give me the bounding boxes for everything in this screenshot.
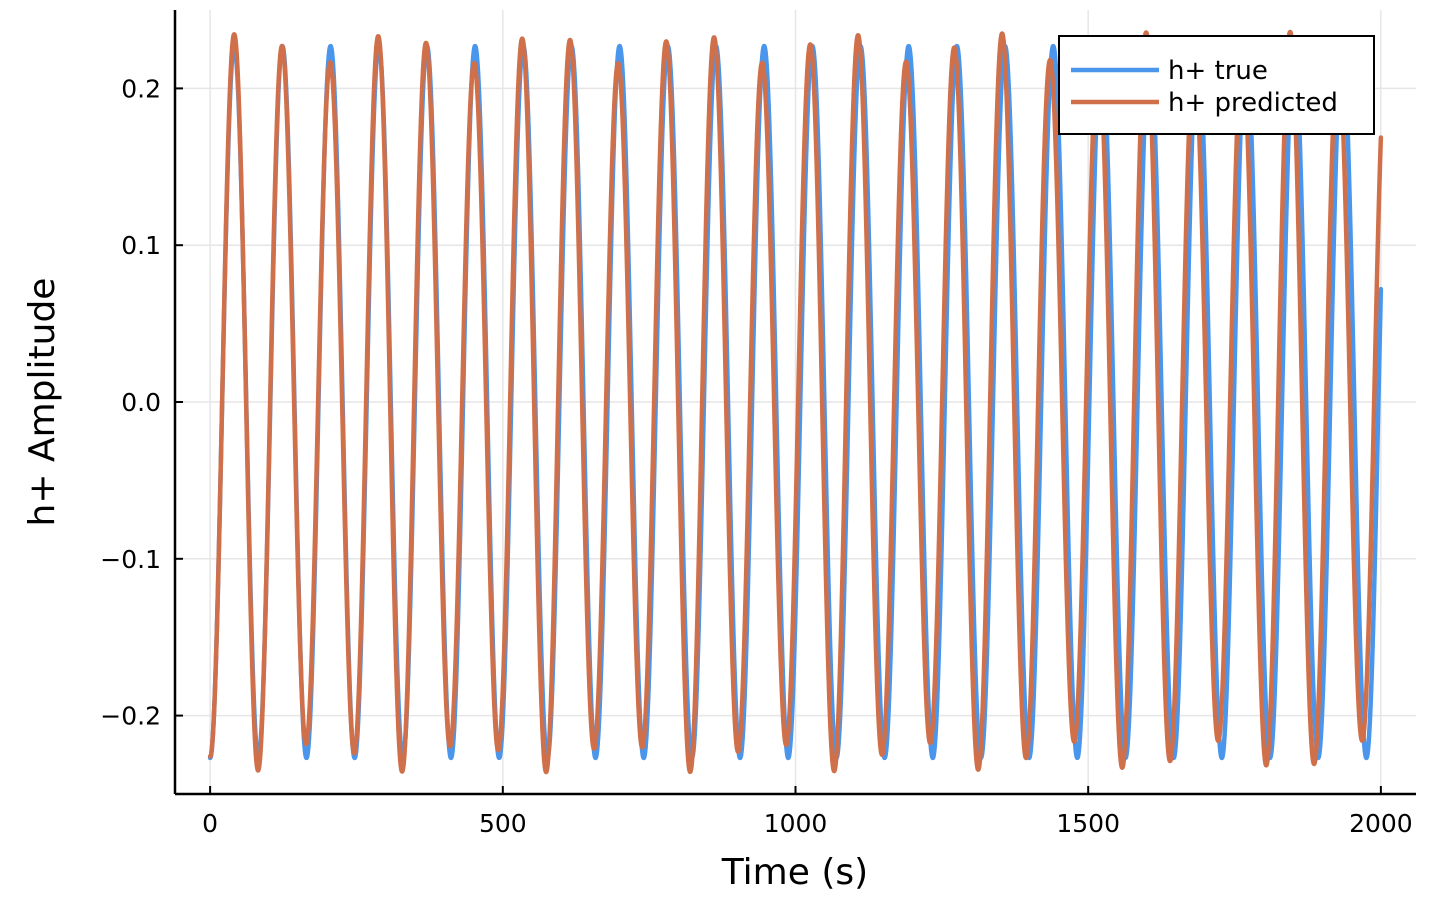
- x-tick-label: 0: [202, 809, 218, 838]
- y-axis-title: h+ Amplitude: [22, 278, 63, 527]
- tick-marks: [175, 87, 1382, 794]
- x-axis-title: Time (s): [721, 852, 868, 893]
- legend-box: [1058, 35, 1375, 135]
- legend: h+ true h+ predicted: [1058, 35, 1375, 135]
- legend-label-true: h+ true: [1168, 56, 1268, 86]
- series-lines: [207, 29, 1384, 775]
- legend-label-predicted: h+ predicted: [1168, 88, 1338, 118]
- y-tick-label: 0.1: [121, 231, 161, 260]
- y-tick-label: −0.2: [100, 702, 161, 731]
- x-tick-label: 500: [479, 809, 527, 838]
- series-line-predicted: [207, 29, 1384, 775]
- y-tick-label: 0.2: [121, 74, 161, 103]
- x-tick-label: 2000: [1349, 809, 1413, 838]
- y-tick-label: −0.1: [100, 545, 161, 574]
- y-tick-label: 0.0: [121, 388, 161, 417]
- tick-labels: 0 500 1000 1500 2000 −0.2 −0.1 0.0 0.1 0.2: [100, 74, 1412, 838]
- x-tick-label: 1500: [1056, 809, 1120, 838]
- x-tick-label: 1000: [764, 809, 828, 838]
